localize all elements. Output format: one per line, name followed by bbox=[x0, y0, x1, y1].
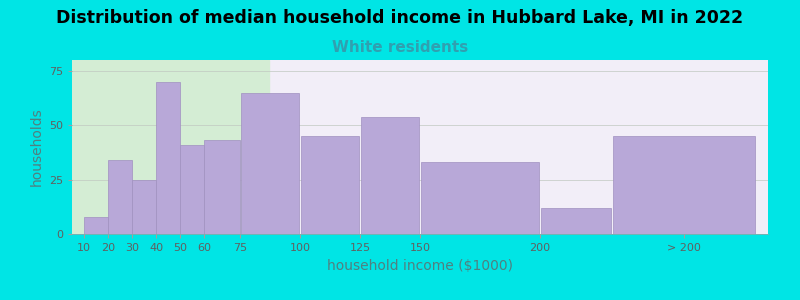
X-axis label: household income ($1000): household income ($1000) bbox=[327, 259, 513, 273]
Y-axis label: households: households bbox=[30, 108, 43, 186]
Bar bbox=[72, 60, 269, 234]
Bar bbox=[156, 82, 180, 234]
Bar bbox=[301, 136, 359, 234]
Text: Distribution of median household income in Hubbard Lake, MI in 2022: Distribution of median household income … bbox=[57, 9, 743, 27]
Bar bbox=[614, 136, 754, 234]
Bar bbox=[541, 208, 611, 234]
Bar bbox=[361, 116, 419, 234]
Bar bbox=[180, 145, 204, 234]
Text: White residents: White residents bbox=[332, 40, 468, 56]
Bar bbox=[421, 162, 539, 234]
Bar bbox=[84, 217, 108, 234]
Bar bbox=[108, 160, 132, 234]
Bar bbox=[204, 140, 240, 234]
Bar bbox=[241, 93, 299, 234]
Bar bbox=[132, 180, 156, 234]
